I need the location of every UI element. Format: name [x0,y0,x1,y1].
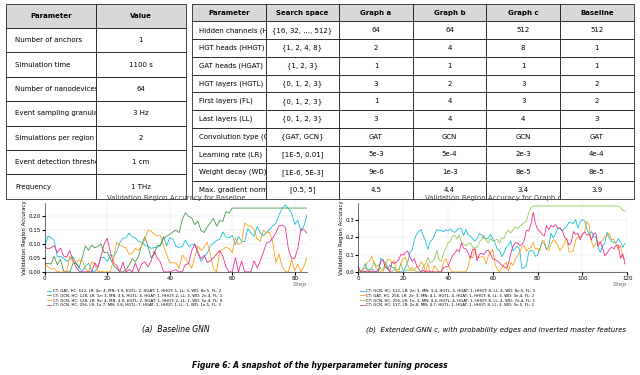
CT: GCN, HC: 512, LR: 2e: 3, MN: 3.4, HGTL: 3, HGAT: 1, HHGT: 8, LL: 4, WD: 8e-5, FL: 3: (26, 0.22): GCN, HC: 512, LR: 2e: 3, MN: 3.4, HGTL: … [413,231,420,236]
CT: GCN, HC: 128, LR: 9e: 4, MN: 4.8, HGTL: 2, HGAT: 1, HHGT: 2, LL: 1, WD: 5e-4, FL: 0: (30, 0.0778): GCN, HC: 128, LR: 9e: 4, MN: 4.8, HGTL: … [134,248,142,252]
CT: GCN, HC: 128, LR: 9e: 4, MN: 4.8, HGTL: 2, HGAT: 1, HHGT: 2, LL: 1, WD: 5e-4, FL: 0: (0, 0.03): GCN, HC: 128, LR: 9e: 4, MN: 4.8, HGTL: … [41,261,49,266]
CT: GAT, HC: 512, LR: 4e: 4, MN: 3.9, HGTL: 2, HGAT: 1, HHGT: 1, LL: 3, WD: 8e-5, FL: 2: (30, 0.11): GAT, HC: 512, LR: 4e: 4, MN: 3.9, HGTL: … [134,239,142,243]
CT: GCN, HC: 128, LR: 1e: 3, MN: 3.6, HGTL: 4, HGAT: 1, HHGT: 2, LL: 3, WD: 2e-4, FL: 1: (0, 0.03): GCN, HC: 128, LR: 1e: 3, MN: 3.6, HGTL: … [41,261,49,266]
CT: GCN, HC: 256, LR: 1e: 3, MN: 4.4, HGTL: 4, HGAT: 1, HHGT: 8, LL: 4, WD: 7e-4, FL: 1: (0, 0): GCN, HC: 256, LR: 1e: 3, MN: 4.4, HGTL: … [355,270,362,274]
CT: GCN, HC: 512, LR: 2e: 3, MN: 3.4, HGTL: 3, HGAT: 1, HHGT: 8, LL: 4, WD: 8e-5, FL: 3: (97, 0.302): GCN, HC: 512, LR: 2e: 3, MN: 3.4, HGTL: … [572,217,580,222]
CT: GCN, HC: 256, LR: 1e-7, MN: 3.8, HGTL: 7, HGAT: 1, HHGT: 1, LL: 1, WD: 1e-5, FL: 3: (0, 0.09): GCN, HC: 256, LR: 1e-7, MN: 3.8, HGTL: 7… [41,244,49,249]
CT: GAT, HC: 512, LR: 4e: 4, MN: 3.9, HGTL: 2, HGAT: 1, HHGT: 1, LL: 3, WD: 8e-5, FL: 2: (0, 0.09): GAT, HC: 512, LR: 4e: 4, MN: 3.9, HGTL: … [41,244,49,249]
CT: GAT, HC: 256, LR: 2e: 3, MN: 4.1, HGTL: 4, HGAT: 1, HHGT: 8, LL: 3, WD: 3e-4, FL: 2: (25, 0.0113): GAT, HC: 256, LR: 2e: 3, MN: 4.1, HGTL: … [411,268,419,272]
CT: GCN, HC: 128, LR: 1e: 3, MN: 3.6, HGTL: 4, HGAT: 1, HHGT: 2, LL: 3, WD: 2e-4, FL: 1: (60, 0.23): GCN, HC: 128, LR: 1e: 3, MN: 3.6, HGTL: … [228,206,236,210]
Legend: CT: GAT, HC: 512, LR: 4e: 4, MN: 3.9, HGTL: 2, HGAT: 1, HHGT: 1, LL: 3, WD: 8e-5: CT: GAT, HC: 512, LR: 4e: 4, MN: 3.9, HG… [47,289,222,308]
CT: GCN, HC: 512, LR: 2e: 3, MN: 3.4, HGTL: 3, HGAT: 1, HHGT: 8, LL: 4, WD: 8e-5, FL: 3: (95, 0.284): GCN, HC: 512, LR: 2e: 3, MN: 3.4, HGTL: … [568,220,575,225]
CT: GCN, HC: 128, LR: 9e: 4, MN: 4.8, HGTL: 2, HGAT: 1, HHGT: 2, LL: 1, WD: 5e-4, FL: 0: (43, 0.0119): GCN, HC: 128, LR: 9e: 4, MN: 4.8, HGTL: … [175,266,183,271]
CT: GAT, HC: 512, LR: 4e: 4, MN: 3.9, HGTL: 2, HGAT: 1, HHGT: 1, LL: 3, WD: 8e-5, FL: 2: (77, 0.242): GAT, HC: 512, LR: 4e: 4, MN: 3.9, HGTL: … [282,202,289,207]
CT: GCN, HC: 128, LR: 1e: 3, MN: 3.6, HGTL: 4, HGAT: 1, HHGT: 2, LL: 3, WD: 2e-4, FL: 1: (81, 0.23): GCN, HC: 128, LR: 1e: 3, MN: 3.6, HGTL: … [294,206,301,210]
CT: GCN, HC: 517, LR: 2e-8, MN: 4.7, HGTL: 1, HGAT: 1, HHGT: 8, LL: 3, WD: 3e-5, FL: 2: (26, 0.0364): GCN, HC: 517, LR: 2e-8, MN: 4.7, HGTL: 1… [413,263,420,268]
Line: CT: GAT, HC: 512, LR: 4e: 4, MN: 3.9, HGTL: 2, HGAT: 1, HHGT: 1, LL: 3, WD: 8e-5, FL: 2: CT: GAT, HC: 512, LR: 4e: 4, MN: 3.9, HG… [45,205,307,272]
Text: (a)  Baseline GNN: (a) Baseline GNN [142,325,210,334]
Title: Validation Region Accuracy for Graph c: Validation Region Accuracy for Graph c [424,195,561,201]
CT: GAT, HC: 256, LR: 2e: 3, MN: 4.1, HGTL: 4, HGAT: 1, HHGT: 8, LL: 3, WD: 3e-4, FL: 2: (102, 0.292): GAT, HC: 256, LR: 2e: 3, MN: 4.1, HGTL: … [583,219,591,224]
Title: Validation Region Accuracy for Baseline: Validation Region Accuracy for Baseline [107,195,245,201]
CT: GCN, HC: 256, LR: 1e-7, MN: 3.8, HGTL: 7, HGAT: 1, HHGT: 1, LL: 1, WD: 1e-5, FL: 3: (30, 0): GCN, HC: 256, LR: 1e-7, MN: 3.8, HGTL: 7… [134,270,142,274]
Text: (b)  Extended GNN c, with probability edges and inverted master features: (b) Extended GNN c, with probability edg… [366,327,626,333]
CT: GCN, HC: 256, LR: 1e: 3, MN: 4.4, HGTL: 4, HGAT: 1, HHGT: 8, LL: 4, WD: 7e-4, FL: 1: (83, 0.38): GCN, HC: 256, LR: 1e: 3, MN: 4.4, HGTL: … [541,204,548,208]
CT: GCN, HC: 517, LR: 2e-8, MN: 4.7, HGTL: 1, HGAT: 1, HHGT: 8, LL: 3, WD: 3e-5, FL: 2: (117, 0.0777): GCN, HC: 517, LR: 2e-8, MN: 4.7, HGTL: 1… [617,256,625,261]
Line: CT: GAT, HC: 256, LR: 2e: 3, MN: 4.1, HGTL: 4, HGAT: 1, HHGT: 8, LL: 3, WD: 3e-4, FL: 2: CT: GAT, HC: 256, LR: 2e: 3, MN: 4.1, HG… [358,221,625,272]
CT: GCN, HC: 128, LR: 9e: 4, MN: 4.8, HGTL: 2, HGAT: 1, HHGT: 2, LL: 1, WD: 5e-4, FL: 0: (64, 0.176): GCN, HC: 128, LR: 9e: 4, MN: 4.8, HGTL: … [241,220,248,225]
CT: GCN, HC: 256, LR: 1e: 3, MN: 4.4, HGTL: 4, HGAT: 1, HHGT: 8, LL: 4, WD: 7e-4, FL: 1: (25, 0.00983): GCN, HC: 256, LR: 1e: 3, MN: 4.4, HGTL: … [411,268,419,272]
CT: GAT, HC: 512, LR: 4e: 4, MN: 3.9, HGTL: 2, HGAT: 1, HHGT: 1, LL: 3, WD: 8e-5, FL: 2: (27, 0.14): GAT, HC: 512, LR: 4e: 4, MN: 3.9, HGTL: … [125,231,133,236]
CT: GCN, HC: 128, LR: 1e: 3, MN: 3.6, HGTL: 4, HGAT: 1, HHGT: 2, LL: 3, WD: 2e-4, FL: 1: (15, 0.0963): GCN, HC: 128, LR: 1e: 3, MN: 3.6, HGTL: … [88,243,95,248]
CT: GCN, HC: 517, LR: 2e-8, MN: 4.7, HGTL: 1, HGAT: 1, HHGT: 8, LL: 3, WD: 3e-5, FL: 2: (96, 0.233): GCN, HC: 517, LR: 2e-8, MN: 4.7, HGTL: 1… [570,229,577,234]
CT: GAT, HC: 256, LR: 2e: 3, MN: 4.1, HGTL: 4, HGAT: 1, HHGT: 8, LL: 3, WD: 3e-4, FL: 2: (0, 0): GAT, HC: 256, LR: 2e: 3, MN: 4.1, HGTL: … [355,270,362,274]
CT: GCN, HC: 517, LR: 2e-8, MN: 4.7, HGTL: 1, HGAT: 1, HHGT: 8, LL: 3, WD: 3e-5, FL: 2: (1, 0): GCN, HC: 517, LR: 2e-8, MN: 4.7, HGTL: 1… [357,270,365,274]
CT: GCN, HC: 256, LR: 1e-7, MN: 3.8, HGTL: 7, HGAT: 1, HHGT: 1, LL: 1, WD: 1e-5, FL: 3: (81, 0.0841): GCN, HC: 256, LR: 1e-7, MN: 3.8, HGTL: 7… [294,246,301,251]
Y-axis label: Validation Region Accuracy: Validation Region Accuracy [22,200,27,274]
CT: GAT, HC: 512, LR: 4e: 4, MN: 3.9, HGTL: 2, HGAT: 1, HHGT: 1, LL: 3, WD: 8e-5, FL: 2: (81, 0.186): GAT, HC: 512, LR: 4e: 4, MN: 3.9, HGTL: … [294,218,301,222]
CT: GCN, HC: 256, LR: 1e: 3, MN: 4.4, HGTL: 4, HGAT: 1, HHGT: 8, LL: 4, WD: 7e-4, FL: 1: (119, 0.349): GCN, HC: 256, LR: 1e: 3, MN: 4.4, HGTL: … [621,209,629,214]
Y-axis label: Validation Region Accuracy: Validation Region Accuracy [339,200,344,274]
CT: GAT, HC: 256, LR: 2e: 3, MN: 4.1, HGTL: 4, HGAT: 1, HHGT: 8, LL: 3, WD: 3e-4, FL: 2: (82, 0.181): GAT, HC: 256, LR: 2e: 3, MN: 4.1, HGTL: … [538,238,546,243]
Legend: CT: GCN, HC: 512, LR: 2e: 3, MN: 3.4, HGTL: 3, HGAT: 1, HHGT: 8, LL: 4, WD: 8e-5: CT: GCN, HC: 512, LR: 2e: 3, MN: 3.4, HG… [360,289,535,308]
CT: GCN, HC: 256, LR: 1e: 3, MN: 4.4, HGTL: 4, HGAT: 1, HHGT: 8, LL: 4, WD: 7e-4, FL: 1: (78, 0.38): GCN, HC: 256, LR: 1e: 3, MN: 4.4, HGTL: … [529,204,537,208]
CT: GAT, HC: 256, LR: 2e: 3, MN: 4.1, HGTL: 4, HGAT: 1, HHGT: 8, LL: 3, WD: 3e-4, FL: 2: (94, 0.115): GAT, HC: 256, LR: 2e: 3, MN: 4.1, HGTL: … [565,250,573,254]
CT: GCN, HC: 128, LR: 9e: 4, MN: 4.8, HGTL: 2, HGAT: 1, HHGT: 2, LL: 1, WD: 5e-4, FL: 0: (4, 0): GCN, HC: 128, LR: 9e: 4, MN: 4.8, HGTL: … [54,270,61,274]
CT: GAT, HC: 256, LR: 2e: 3, MN: 4.1, HGTL: 4, HGAT: 1, HHGT: 8, LL: 3, WD: 3e-4, FL: 2: (116, 0.131): GAT, HC: 256, LR: 2e: 3, MN: 4.1, HGTL: … [614,247,622,252]
X-axis label: Step: Step [293,282,307,287]
CT: GCN, HC: 256, LR: 1e-7, MN: 3.8, HGTL: 7, HGAT: 1, HHGT: 1, LL: 1, WD: 1e-5, FL: 3: (12, 0): GCN, HC: 256, LR: 1e-7, MN: 3.8, HGTL: 7… [79,270,86,274]
Line: CT: GCN, HC: 512, LR: 2e: 3, MN: 3.4, HGTL: 3, HGAT: 1, HHGT: 8, LL: 4, WD: 8e-5, FL: 3: CT: GCN, HC: 512, LR: 2e: 3, MN: 3.4, HG… [358,219,625,272]
CT: GAT, HC: 512, LR: 4e: 4, MN: 3.9, HGTL: 2, HGAT: 1, HHGT: 1, LL: 3, WD: 8e-5, FL: 2: (84, 0.208): GAT, HC: 512, LR: 4e: 4, MN: 3.9, HGTL: … [303,212,311,216]
Line: CT: GCN, HC: 256, LR: 1e: 3, MN: 4.4, HGTL: 4, HGAT: 1, HHGT: 8, LL: 4, WD: 7e-4, FL: 1: CT: GCN, HC: 256, LR: 1e: 3, MN: 4.4, HG… [358,206,625,272]
CT: GAT, HC: 512, LR: 4e: 4, MN: 3.9, HGTL: 2, HGAT: 1, HHGT: 1, LL: 3, WD: 8e-5, FL: 2: (16, 0): GAT, HC: 512, LR: 4e: 4, MN: 3.9, HGTL: … [91,270,99,274]
CT: GCN, HC: 517, LR: 2e-8, MN: 4.7, HGTL: 1, HGAT: 1, HHGT: 8, LL: 3, WD: 3e-5, FL: 2: (119, 0.045): GCN, HC: 517, LR: 2e-8, MN: 4.7, HGTL: 1… [621,262,629,266]
CT: GCN, HC: 256, LR: 1e-7, MN: 3.8, HGTL: 7, HGAT: 1, HHGT: 1, LL: 1, WD: 1e-5, FL: 3: (27, 0.00824): GCN, HC: 256, LR: 1e-7, MN: 3.8, HGTL: 7… [125,267,133,272]
CT: GCN, HC: 128, LR: 1e: 3, MN: 3.6, HGTL: 4, HGAT: 1, HHGT: 2, LL: 3, WD: 2e-4, FL: 1: (27, 0.0245): GCN, HC: 128, LR: 1e: 3, MN: 3.6, HGTL: … [125,263,133,267]
CT: GCN, HC: 256, LR: 1e: 3, MN: 4.4, HGTL: 4, HGAT: 1, HHGT: 8, LL: 4, WD: 7e-4, FL: 1: (66, 0.228): GCN, HC: 256, LR: 1e: 3, MN: 4.4, HGTL: … [502,230,510,235]
CT: GCN, HC: 517, LR: 2e-8, MN: 4.7, HGTL: 1, HGAT: 1, HHGT: 8, LL: 3, WD: 3e-5, FL: 2: (84, 0.267): GCN, HC: 517, LR: 2e-8, MN: 4.7, HGTL: 1… [543,224,550,228]
CT: GCN, HC: 128, LR: 1e: 3, MN: 3.6, HGTL: 4, HGAT: 1, HHGT: 2, LL: 3, WD: 2e-4, FL: 1: (84, 0.23): GCN, HC: 128, LR: 1e: 3, MN: 3.6, HGTL: … [303,206,311,210]
CT: GCN, HC: 128, LR: 9e: 4, MN: 4.8, HGTL: 2, HGAT: 1, HHGT: 2, LL: 1, WD: 5e-4, FL: 0: (27, 0.0638): GCN, HC: 128, LR: 9e: 4, MN: 4.8, HGTL: … [125,252,133,257]
CT: GAT, HC: 256, LR: 2e: 3, MN: 4.1, HGTL: 4, HGAT: 1, HHGT: 8, LL: 3, WD: 3e-4, FL: 2: (119, 0.0736): GAT, HC: 256, LR: 2e: 3, MN: 4.1, HGTL: … [621,257,629,261]
CT: GCN, HC: 128, LR: 1e: 3, MN: 3.6, HGTL: 4, HGAT: 1, HHGT: 2, LL: 3, WD: 2e-4, FL: 1: (8, 0): GCN, HC: 128, LR: 1e: 3, MN: 3.6, HGTL: … [66,270,74,274]
CT: GAT, HC: 512, LR: 4e: 4, MN: 3.9, HGTL: 2, HGAT: 1, HHGT: 1, LL: 3, WD: 8e-5, FL: 2: (43, 0.0883): GAT, HC: 512, LR: 4e: 4, MN: 3.9, HGTL: … [175,245,183,250]
CT: GCN, HC: 517, LR: 2e-8, MN: 4.7, HGTL: 1, HGAT: 1, HHGT: 8, LL: 3, WD: 3e-5, FL: 2: (67, 0.0478): GCN, HC: 517, LR: 2e-8, MN: 4.7, HGTL: 1… [505,261,513,266]
CT: GCN, HC: 256, LR: 1e-7, MN: 3.8, HGTL: 7, HGAT: 1, HHGT: 1, LL: 1, WD: 1e-5, FL: 3: (43, 0): GCN, HC: 256, LR: 1e-7, MN: 3.8, HGTL: 7… [175,270,183,274]
CT: GCN, HC: 517, LR: 2e-8, MN: 4.7, HGTL: 1, HGAT: 1, HHGT: 8, LL: 3, WD: 3e-5, FL: 2: (78, 0.344): GCN, HC: 517, LR: 2e-8, MN: 4.7, HGTL: 1… [529,210,537,214]
CT: GCN, HC: 256, LR: 1e: 3, MN: 4.4, HGTL: 4, HGAT: 1, HHGT: 8, LL: 4, WD: 7e-4, FL: 1: (32, 0.0544): GCN, HC: 256, LR: 1e: 3, MN: 4.4, HGTL: … [426,260,434,265]
CT: GCN, HC: 256, LR: 1e-7, MN: 3.8, HGTL: 7, HGAT: 1, HHGT: 1, LL: 1, WD: 1e-5, FL: 3: (26, 0): GCN, HC: 256, LR: 1e-7, MN: 3.8, HGTL: 7… [122,270,130,274]
CT: GCN, HC: 512, LR: 2e: 3, MN: 3.4, HGTL: 3, HGAT: 1, HHGT: 8, LL: 4, WD: 8e-5, FL: 3: (67, 0.153): GCN, HC: 512, LR: 2e: 3, MN: 3.4, HGTL: … [505,243,513,248]
Line: CT: GCN, HC: 128, LR: 1e: 3, MN: 3.6, HGTL: 4, HGAT: 1, HHGT: 2, LL: 3, WD: 2e-4, FL: 1: CT: GCN, HC: 128, LR: 1e: 3, MN: 3.6, HG… [45,208,307,272]
CT: GCN, HC: 517, LR: 2e-8, MN: 4.7, HGTL: 1, HGAT: 1, HHGT: 8, LL: 3, WD: 3e-5, FL: 2: (33, 0): GCN, HC: 517, LR: 2e-8, MN: 4.7, HGTL: 1… [429,270,436,274]
CT: GAT, HC: 512, LR: 4e: 4, MN: 3.9, HGTL: 2, HGAT: 1, HHGT: 1, LL: 3, WD: 8e-5, FL: 2: (14, 0.0315): GAT, HC: 512, LR: 4e: 4, MN: 3.9, HGTL: … [84,261,92,266]
CT: GCN, HC: 128, LR: 9e: 4, MN: 4.8, HGTL: 2, HGAT: 1, HHGT: 2, LL: 1, WD: 5e-4, FL: 0: (84, 0.0539): GCN, HC: 128, LR: 9e: 4, MN: 4.8, HGTL: … [303,255,311,259]
CT: GCN, HC: 128, LR: 9e: 4, MN: 4.8, HGTL: 2, HGAT: 1, HHGT: 2, LL: 1, WD: 5e-4, FL: 0: (15, 0.0368): GCN, HC: 128, LR: 9e: 4, MN: 4.8, HGTL: … [88,260,95,264]
CT: GCN, HC: 128, LR: 9e: 4, MN: 4.8, HGTL: 2, HGAT: 1, HHGT: 2, LL: 1, WD: 5e-4, FL: 0: (81, 0.0282): GCN, HC: 128, LR: 9e: 4, MN: 4.8, HGTL: … [294,262,301,266]
CT: GCN, HC: 512, LR: 2e: 3, MN: 3.4, HGTL: 3, HGAT: 1, HHGT: 8, LL: 4, WD: 8e-5, FL: 3: (117, 0.172): GCN, HC: 512, LR: 2e: 3, MN: 3.4, HGTL: … [617,240,625,244]
CT: GAT, HC: 512, LR: 4e: 4, MN: 3.9, HGTL: 2, HGAT: 1, HHGT: 1, LL: 3, WD: 8e-5, FL: 2: (26, 0.123): GAT, HC: 512, LR: 4e: 4, MN: 3.9, HGTL: … [122,236,130,240]
CT: GCN, HC: 512, LR: 2e: 3, MN: 3.4, HGTL: 3, HGAT: 1, HHGT: 8, LL: 4, WD: 8e-5, FL: 3: (8, 0): GCN, HC: 512, LR: 2e: 3, MN: 3.4, HGTL: … [372,270,380,274]
X-axis label: Step: Step [613,282,627,287]
Line: CT: GCN, HC: 256, LR: 1e-7, MN: 3.8, HGTL: 7, HGAT: 1, HHGT: 1, LL: 1, WD: 1e-5, FL: 3: CT: GCN, HC: 256, LR: 1e-7, MN: 3.8, HGT… [45,225,307,272]
CT: GCN, HC: 256, LR: 1e: 3, MN: 4.4, HGTL: 4, HGAT: 1, HHGT: 8, LL: 4, WD: 7e-4, FL: 1: (116, 0.38): GCN, HC: 256, LR: 1e: 3, MN: 4.4, HGTL: … [614,204,622,208]
Text: Figure 6: A snapshot of the hyperparameter tuning process: Figure 6: A snapshot of the hyperparamet… [192,360,448,369]
CT: GCN, HC: 256, LR: 1e-7, MN: 3.8, HGTL: 7, HGAT: 1, HHGT: 1, LL: 1, WD: 1e-5, FL: 3: (84, 0.139): GCN, HC: 256, LR: 1e-7, MN: 3.8, HGTL: 7… [303,231,311,236]
CT: GAT, HC: 256, LR: 2e: 3, MN: 4.1, HGTL: 4, HGAT: 1, HHGT: 8, LL: 3, WD: 3e-4, FL: 2: (66, 0.0542): GAT, HC: 256, LR: 2e: 3, MN: 4.1, HGTL: … [502,260,510,265]
Line: CT: GCN, HC: 517, LR: 2e-8, MN: 4.7, HGTL: 1, HGAT: 1, HHGT: 8, LL: 3, WD: 3e-5, FL: 2: CT: GCN, HC: 517, LR: 2e-8, MN: 4.7, HGT… [358,212,625,272]
CT: GCN, HC: 512, LR: 2e: 3, MN: 3.4, HGTL: 3, HGAT: 1, HHGT: 8, LL: 4, WD: 8e-5, FL: 3: (0, 0.01): GCN, HC: 512, LR: 2e: 3, MN: 3.4, HGTL: … [355,268,362,272]
CT: GCN, HC: 512, LR: 2e: 3, MN: 3.4, HGTL: 3, HGAT: 1, HHGT: 8, LL: 4, WD: 8e-5, FL: 3: (119, 0.165): GCN, HC: 512, LR: 2e: 3, MN: 3.4, HGTL: … [621,241,629,246]
CT: GCN, HC: 128, LR: 1e: 3, MN: 3.6, HGTL: 4, HGAT: 1, HHGT: 2, LL: 3, WD: 2e-4, FL: 1: (30, 0.0555): GCN, HC: 128, LR: 1e: 3, MN: 3.6, HGTL: … [134,254,142,259]
Line: CT: GCN, HC: 128, LR: 9e: 4, MN: 4.8, HGTL: 2, HGAT: 1, HHGT: 2, LL: 1, WD: 5e-4, FL: 0: CT: GCN, HC: 128, LR: 9e: 4, MN: 4.8, HG… [45,223,307,272]
CT: GAT, HC: 256, LR: 2e: 3, MN: 4.1, HGTL: 4, HGAT: 1, HHGT: 8, LL: 3, WD: 3e-4, FL: 2: (32, 0): GAT, HC: 256, LR: 2e: 3, MN: 4.1, HGTL: … [426,270,434,274]
CT: GCN, HC: 512, LR: 2e: 3, MN: 3.4, HGTL: 3, HGAT: 1, HHGT: 8, LL: 4, WD: 8e-5, FL: 3: (83, 0.163): GCN, HC: 512, LR: 2e: 3, MN: 3.4, HGTL: … [541,242,548,246]
CT: GCN, HC: 517, LR: 2e-8, MN: 4.7, HGTL: 1, HGAT: 1, HHGT: 8, LL: 3, WD: 3e-5, FL: 2: (0, 0.03): GCN, HC: 517, LR: 2e-8, MN: 4.7, HGTL: 1… [355,264,362,269]
CT: GCN, HC: 128, LR: 1e: 3, MN: 3.6, HGTL: 4, HGAT: 1, HHGT: 2, LL: 3, WD: 2e-4, FL: 1: (43, 0.141): GCN, HC: 128, LR: 1e: 3, MN: 3.6, HGTL: … [175,230,183,235]
CT: GCN, HC: 256, LR: 1e-7, MN: 3.8, HGTL: 7, HGAT: 1, HHGT: 1, LL: 1, WD: 1e-5, FL: 3: (76, 0.169): GCN, HC: 256, LR: 1e-7, MN: 3.8, HGTL: 7… [278,223,286,227]
CT: GCN, HC: 256, LR: 1e: 3, MN: 4.4, HGTL: 4, HGAT: 1, HHGT: 8, LL: 4, WD: 7e-4, FL: 1: (95, 0.38): GCN, HC: 256, LR: 1e: 3, MN: 4.4, HGTL: … [568,204,575,208]
CT: GCN, HC: 128, LR: 1e: 3, MN: 3.6, HGTL: 4, HGAT: 1, HHGT: 2, LL: 3, WD: 2e-4, FL: 1: (26, 0.0071): GCN, HC: 128, LR: 1e: 3, MN: 3.6, HGTL: … [122,268,130,272]
CT: GCN, HC: 128, LR: 9e: 4, MN: 4.8, HGTL: 2, HGAT: 1, HHGT: 2, LL: 1, WD: 5e-4, FL: 0: (26, 0.086): GCN, HC: 128, LR: 9e: 4, MN: 4.8, HGTL: … [122,246,130,250]
CT: GCN, HC: 256, LR: 1e-7, MN: 3.8, HGTL: 7, HGAT: 1, HHGT: 1, LL: 1, WD: 1e-5, FL: 3: (15, 0): GCN, HC: 256, LR: 1e-7, MN: 3.8, HGTL: 7… [88,270,95,274]
CT: GCN, HC: 512, LR: 2e: 3, MN: 3.4, HGTL: 3, HGAT: 1, HHGT: 8, LL: 4, WD: 8e-5, FL: 3: (33, 0.187): GCN, HC: 512, LR: 2e: 3, MN: 3.4, HGTL: … [429,237,436,242]
